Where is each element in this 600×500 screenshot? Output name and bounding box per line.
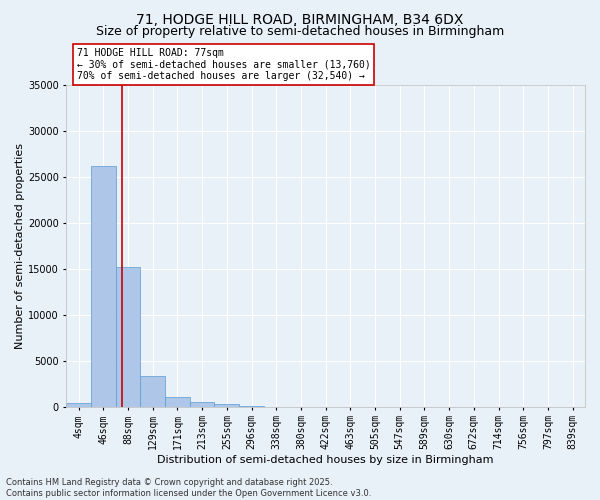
Text: 71, HODGE HILL ROAD, BIRMINGHAM, B34 6DX: 71, HODGE HILL ROAD, BIRMINGHAM, B34 6DX [136, 12, 464, 26]
Y-axis label: Number of semi-detached properties: Number of semi-detached properties [15, 142, 25, 348]
Bar [190, 402, 214, 406]
Bar [91, 166, 116, 406]
Bar [214, 404, 239, 406]
Text: 71 HODGE HILL ROAD: 77sqm
← 30% of semi-detached houses are smaller (13,760)
70%: 71 HODGE HILL ROAD: 77sqm ← 30% of semi-… [77, 48, 370, 82]
Bar [140, 376, 165, 406]
X-axis label: Distribution of semi-detached houses by size in Birmingham: Distribution of semi-detached houses by … [157, 455, 494, 465]
Text: Size of property relative to semi-detached houses in Birmingham: Size of property relative to semi-detach… [96, 25, 504, 38]
Bar [116, 266, 140, 406]
Bar [165, 397, 190, 406]
Text: Contains HM Land Registry data © Crown copyright and database right 2025.
Contai: Contains HM Land Registry data © Crown c… [6, 478, 371, 498]
Bar [66, 403, 91, 406]
